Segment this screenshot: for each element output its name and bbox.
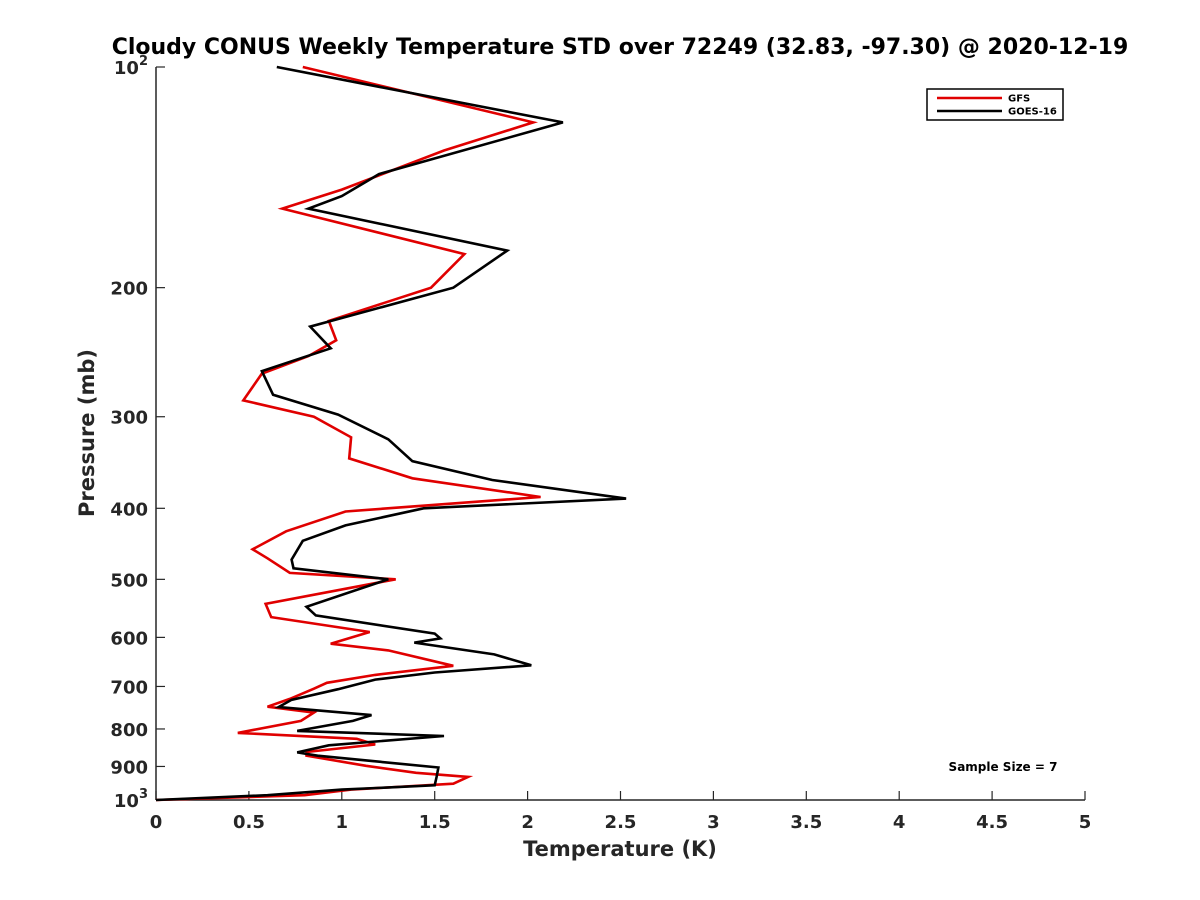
x-tick-label: 2	[521, 812, 534, 833]
x-tick-label: 4.5	[976, 812, 1008, 833]
y-tick-label: 700	[110, 677, 148, 698]
y-tick-label: 102	[114, 54, 148, 79]
x-tick-label: 4	[893, 812, 906, 833]
series-line-gfs	[155, 65, 541, 802]
series-line-goes-16	[155, 65, 627, 802]
x-tick-label: 0.5	[233, 812, 265, 833]
chart-title: Cloudy CONUS Weekly Temperature STD over…	[112, 35, 1129, 60]
y-tick-label: 300	[110, 408, 148, 429]
y-tick-label: 800	[110, 720, 148, 741]
y-axis-label: Pressure (mb)	[75, 349, 99, 517]
x-axis-label: Temperature (K)	[523, 837, 717, 861]
legend-box	[926, 88, 1064, 121]
x-tick-label: 3	[707, 812, 720, 833]
sample-size-annotation: Sample Size = 7	[949, 760, 1058, 774]
y-tick-label: 200	[110, 279, 148, 300]
y-tick-label: 400	[110, 499, 148, 520]
legend: GFS GOES-16	[926, 88, 1064, 121]
x-tick-label: 2.5	[605, 812, 637, 833]
plot-area: 0 0.5 1 1.5 2 2.5 3 3.5 4 4.5 5 102 200 300 400 500 600 7…	[110, 54, 1091, 833]
y-tick-label: 900	[110, 757, 148, 778]
x-tick-label: 5	[1079, 812, 1092, 833]
y-tick-label: 600	[110, 628, 148, 649]
x-tick-label: 3.5	[790, 812, 822, 833]
y-tick-label: 500	[110, 570, 148, 591]
legend-label-goes-16: GOES-16	[1008, 107, 1057, 118]
x-tick-label: 0	[150, 812, 163, 833]
x-tick-label: 1.5	[419, 812, 451, 833]
x-tick-label: 1	[336, 812, 349, 833]
y-tick-label: 103	[114, 787, 148, 812]
legend-label-gfs: GFS	[1008, 94, 1030, 105]
